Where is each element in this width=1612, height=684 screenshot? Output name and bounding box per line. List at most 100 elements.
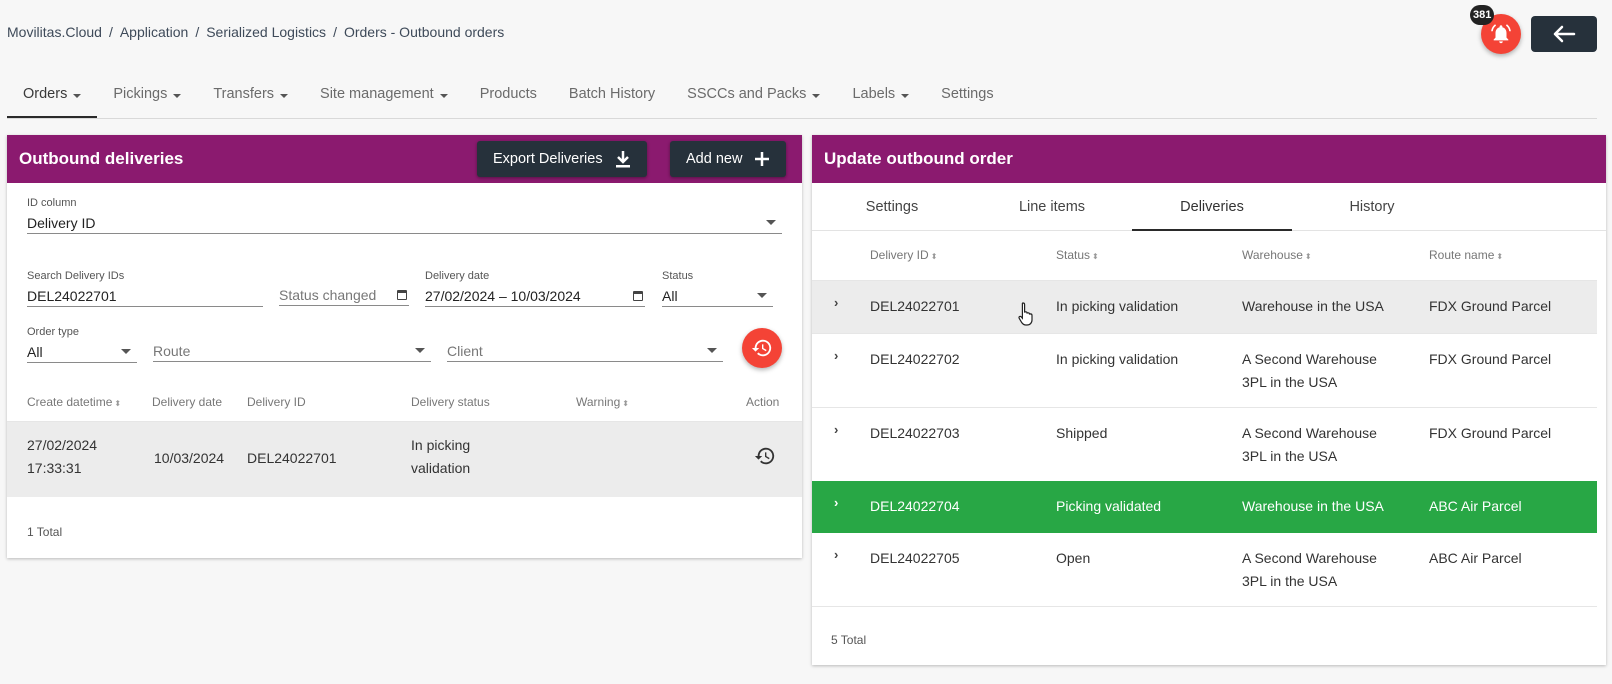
row-divider xyxy=(812,333,1597,334)
update-outbound-order-panel: Update outbound order Settings Line item… xyxy=(812,135,1606,665)
plus-icon xyxy=(755,152,770,166)
cell-status: Shipped xyxy=(1056,425,1108,441)
history-icon xyxy=(751,339,772,357)
tab-deliveries[interactable]: Deliveries xyxy=(1132,183,1292,231)
table-row[interactable]: › DEL24022705 Open A Second Warehouse 3PL… xyxy=(812,533,1597,606)
column-header-route-name[interactable]: Route name ⬍ xyxy=(1429,248,1503,262)
row-divider xyxy=(812,407,1597,408)
header-label: Warehouse xyxy=(1242,248,1303,262)
selected-value: Delivery ID xyxy=(27,214,96,231)
breadcrumb-separator: / xyxy=(195,24,200,40)
breadcrumb-separator: / xyxy=(108,24,113,40)
cell-warehouse: A Second Warehouse 3PL in the USA xyxy=(1242,547,1377,593)
client-select[interactable]: Client xyxy=(447,340,723,362)
breadcrumb-item[interactable]: Movilitas.Cloud xyxy=(7,24,102,40)
status-line: In picking xyxy=(411,437,471,453)
id-column-select[interactable]: ID column Delivery ID xyxy=(27,197,782,234)
nav-label: Products xyxy=(479,86,537,102)
calendar-icon[interactable] xyxy=(397,289,407,300)
selected-value: All xyxy=(662,287,678,304)
cell-warehouse: Warehouse in the USA xyxy=(1242,495,1384,518)
cell-warehouse: A Second Warehouse 3PL in the USA xyxy=(1242,422,1377,468)
route-select[interactable]: Route xyxy=(153,340,431,362)
table-row[interactable]: 27/02/2024 17:33:31 10/03/2024 DEL2402270… xyxy=(7,422,802,497)
table-row[interactable]: › DEL24022701 In picking validation Ware… xyxy=(812,281,1597,333)
column-header-warning[interactable]: Warning ⬍ xyxy=(576,395,629,409)
nav-ssccs-and-packs[interactable]: SSCCs and Packs xyxy=(671,77,836,118)
status-changed-datepicker[interactable]: Status changed xyxy=(279,284,409,306)
nav-label: Orders xyxy=(23,86,68,102)
placeholder: Route xyxy=(153,342,191,359)
breadcrumb-item[interactable]: Serialized Logistics xyxy=(206,24,327,40)
field-value: Status changed xyxy=(279,284,409,306)
chevron-right-icon[interactable]: › xyxy=(834,348,839,363)
column-header-warehouse[interactable]: Warehouse ⬍ xyxy=(1242,248,1312,262)
breadcrumb-item[interactable]: Application xyxy=(119,24,189,40)
dropdown-arrow-icon xyxy=(766,220,776,225)
chevron-right-icon[interactable]: › xyxy=(834,422,839,437)
cell-delivery-id: DEL24022701 xyxy=(247,450,337,466)
warehouse-line: 3PL in the USA xyxy=(1242,374,1338,390)
reset-filters-button[interactable] xyxy=(742,328,782,368)
back-button[interactable] xyxy=(1531,16,1597,52)
tab-line-items[interactable]: Line items xyxy=(1018,199,1086,215)
panel-header: Update outbound order xyxy=(812,135,1606,183)
column-header-action: Action xyxy=(746,395,780,409)
panel-title: Outbound deliveries xyxy=(19,149,184,168)
cell-route-name: FDX Ground Parcel xyxy=(1429,351,1552,367)
order-type-select[interactable]: Order type All xyxy=(27,326,137,363)
warehouse-line: Warehouse in the USA xyxy=(1242,498,1384,514)
placeholder: Status changed xyxy=(279,286,377,303)
chevron-right-icon[interactable]: › xyxy=(834,495,839,510)
nav-pickings[interactable]: Pickings xyxy=(97,77,197,118)
sort-icon: ⬍ xyxy=(1092,252,1099,261)
caret-down-icon xyxy=(173,94,182,98)
sort-icon: ⬍ xyxy=(930,252,938,261)
caret-down-icon xyxy=(439,94,448,98)
nav-site-management[interactable]: Site management xyxy=(304,77,464,118)
cell-create-datetime: 27/02/2024 17:33:31 xyxy=(27,434,97,480)
main-nav: Orders Pickings Transfers Site managemen… xyxy=(7,77,1597,119)
column-header-status[interactable]: Status ⬍ xyxy=(1056,248,1099,262)
chevron-right-icon[interactable]: › xyxy=(834,295,839,310)
header-label: Status xyxy=(1056,248,1091,262)
column-header-delivery-id[interactable]: Delivery ID ⬍ xyxy=(870,248,937,262)
nav-label: Transfers xyxy=(213,86,275,102)
column-header-create-datetime[interactable]: Create datetime ⬍ xyxy=(27,395,121,409)
field-label: Status xyxy=(662,270,694,282)
history-icon[interactable] xyxy=(754,445,776,467)
cell-status: In picking validation xyxy=(1056,298,1179,314)
table-row-selected[interactable]: › DEL24022704 Picking validated Warehous… xyxy=(812,481,1597,533)
tab-history[interactable]: History xyxy=(1349,199,1395,215)
warehouse-line: A Second Warehouse xyxy=(1242,351,1377,367)
field-value: All xyxy=(27,341,137,363)
delivery-date-range[interactable]: Delivery date 27/02/2024 – 10/03/2024 xyxy=(425,270,645,307)
table-row[interactable]: › DEL24022703 Shipped A Second Warehouse… xyxy=(812,408,1597,481)
warehouse-line: A Second Warehouse xyxy=(1242,550,1377,566)
export-deliveries-button[interactable]: Export Deliveries xyxy=(477,141,647,177)
status-select[interactable]: Status All xyxy=(662,270,773,307)
nav-batch-history[interactable]: Batch History xyxy=(553,77,671,118)
row-divider xyxy=(812,606,1597,607)
chevron-right-icon[interactable]: › xyxy=(834,547,839,562)
calendar-icon[interactable] xyxy=(633,290,643,301)
nav-transfers[interactable]: Transfers xyxy=(197,77,304,118)
add-new-button[interactable]: Add new xyxy=(670,141,787,177)
nav-labels[interactable]: Labels xyxy=(836,77,925,118)
download-icon xyxy=(615,151,630,168)
field-value: All xyxy=(662,285,773,307)
field-value: DEL24022701 xyxy=(27,285,263,307)
column-header-delivery-status: Delivery status xyxy=(411,395,490,409)
cell-warehouse: Warehouse in the USA xyxy=(1242,295,1384,318)
nav-orders[interactable]: Orders xyxy=(7,77,98,118)
dropdown-arrow-icon xyxy=(415,348,425,353)
cell-route-name: ABC Air Parcel xyxy=(1429,498,1522,514)
table-row[interactable]: › DEL24022702 In picking validation A Se… xyxy=(812,334,1597,407)
field-value: Client xyxy=(447,340,723,362)
nav-settings[interactable]: Settings xyxy=(925,77,1009,118)
header-label: Route name xyxy=(1429,248,1495,262)
search-delivery-ids-input[interactable]: Search Delivery IDs DEL24022701 xyxy=(27,270,263,307)
nav-products[interactable]: Products xyxy=(464,77,553,118)
cell-delivery-date: 10/03/2024 xyxy=(154,450,225,466)
tab-settings[interactable]: Settings xyxy=(865,199,919,215)
